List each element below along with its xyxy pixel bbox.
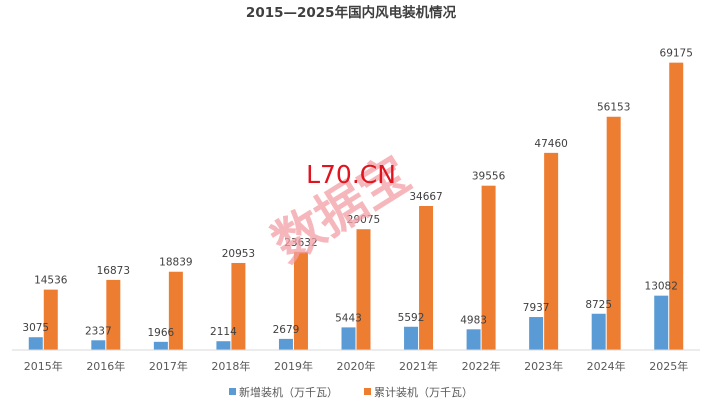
bar-new-2019年 xyxy=(278,338,293,350)
legend-label-new: 新增装机（万千瓦） xyxy=(239,385,338,399)
data-label-cumulative-2019年: 23632 xyxy=(284,237,317,249)
bar-new-2020年 xyxy=(341,327,356,350)
data-label-new-2024年: 8725 xyxy=(585,299,612,311)
data-label-cumulative-2022年: 39556 xyxy=(472,171,506,183)
x-tick-labels: 2015年 2016年 2017年 2018年 2019年 2020年 2021年 2022年… xyxy=(24,359,688,373)
bar-cumulative-2019年 xyxy=(293,251,308,350)
bar-cumulative-2023年 xyxy=(544,152,559,350)
data-label-cumulative-2016年: 16873 xyxy=(97,265,130,277)
bar-new-2023年 xyxy=(529,317,544,350)
x-tick-label: 2024年 xyxy=(587,359,626,373)
x-tick-label: 2022年 xyxy=(462,359,501,373)
bar-cumulative-2025年 xyxy=(669,62,684,351)
bar-cumulative-2020年 xyxy=(356,229,371,350)
x-tick-label: 2018年 xyxy=(211,359,250,373)
data-label-cumulative-2021年: 34667 xyxy=(409,191,442,203)
bar-new-2025年 xyxy=(654,295,669,350)
bar-new-2015年 xyxy=(28,337,43,350)
legend-swatch-new xyxy=(229,388,236,395)
data-label-cumulative-2023年: 47460 xyxy=(534,138,567,150)
data-label-new-2025年: 13082 xyxy=(645,281,678,293)
x-tick-label: 2015年 xyxy=(24,359,63,373)
data-label-new-2022年: 4983 xyxy=(460,314,487,326)
bar-new-2024年 xyxy=(591,313,606,350)
data-label-new-2016年: 2337 xyxy=(85,325,112,337)
data-label-new-2017年: 1966 xyxy=(147,327,174,339)
bar-new-2018年 xyxy=(216,341,231,350)
data-label-cumulative-2018年: 20953 xyxy=(222,248,255,260)
x-tick-label: 2016年 xyxy=(86,359,125,373)
data-label-new-2020年: 5443 xyxy=(335,312,362,324)
bar-cumulative-2024年 xyxy=(606,116,621,350)
data-label-cumulative-2025年: 69175 xyxy=(660,48,693,60)
x-tick-label: 2021年 xyxy=(399,359,438,373)
bar-cumulative-2022年 xyxy=(481,185,496,350)
data-label-cumulative-2015年: 14536 xyxy=(34,275,68,287)
x-tick-label: 2019年 xyxy=(274,359,313,373)
data-label-cumulative-2020年: 29075 xyxy=(347,214,380,226)
data-label-new-2018年: 2114 xyxy=(210,326,237,338)
bars-layer xyxy=(28,62,684,351)
watermark-site: L70.CN xyxy=(306,160,396,189)
bar-cumulative-2018年 xyxy=(231,262,246,350)
bar-new-2022年 xyxy=(466,329,481,350)
bar-cumulative-2015年 xyxy=(43,289,58,350)
x-tick-label: 2020年 xyxy=(337,359,376,373)
bar-cumulative-2021年 xyxy=(419,205,434,350)
legend-label-cumulative: 累计装机（万千瓦） xyxy=(374,385,473,399)
bar-new-2016年 xyxy=(91,340,106,350)
x-tick-label: 2025年 xyxy=(649,359,688,373)
bar-cumulative-2017年 xyxy=(168,271,183,350)
data-label-new-2021年: 5592 xyxy=(398,312,425,324)
bar-new-2017年 xyxy=(153,341,168,350)
watermark: 数据宝 L70.CN xyxy=(262,145,420,274)
data-label-cumulative-2024年: 56153 xyxy=(597,102,630,114)
labels-layer: 3075 14536 2337 16873 1966 18839 2114 20953 2679… xyxy=(22,48,693,339)
x-tick-label: 2023年 xyxy=(524,359,563,373)
legend-swatch-cumulative xyxy=(364,388,371,395)
data-label-new-2015年: 3075 xyxy=(22,322,49,334)
legend: 新增装机（万千瓦） 累计装机（万千瓦） xyxy=(229,385,473,399)
data-label-new-2023年: 7937 xyxy=(523,302,550,314)
chart-title: 2015—2025年国内风电装机情况 xyxy=(246,4,457,21)
bar-cumulative-2016年 xyxy=(106,279,121,350)
data-label-new-2019年: 2679 xyxy=(273,324,300,336)
bar-new-2021年 xyxy=(404,326,419,350)
data-label-cumulative-2017年: 18839 xyxy=(159,257,192,269)
x-tick-label: 2017年 xyxy=(149,359,188,373)
